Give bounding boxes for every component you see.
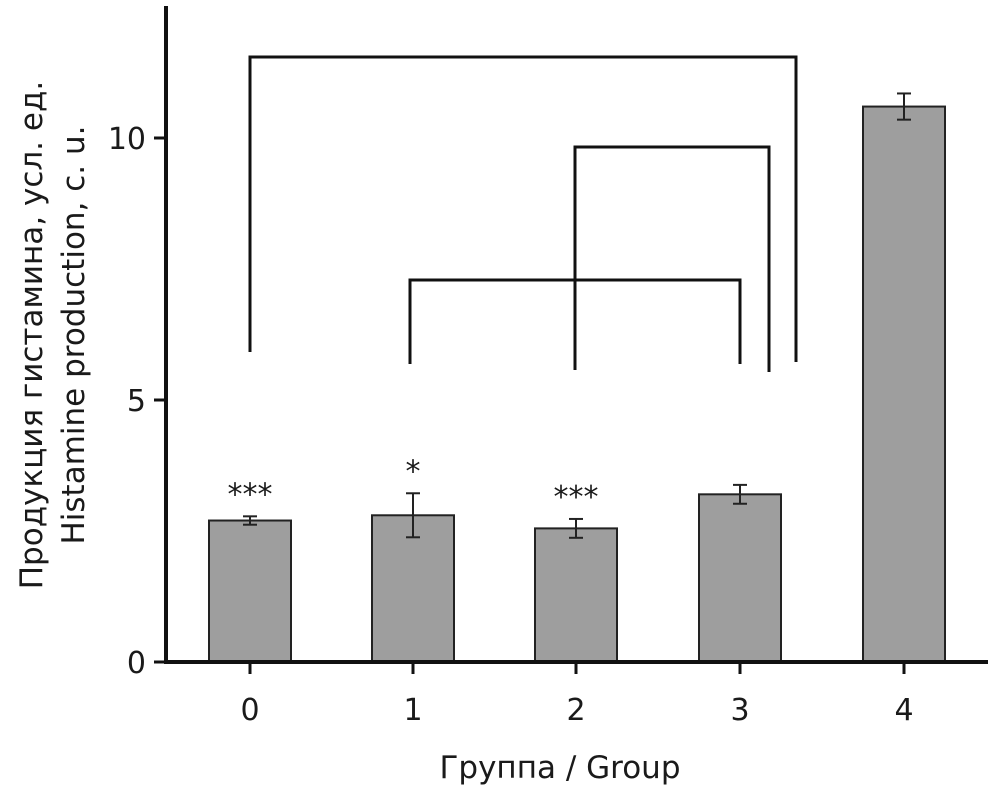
y-axis-title-en: Histamine production, c. u. [56,125,92,544]
significance-label-1: * [406,454,421,489]
ticks-group: 0 1 2 3 4 0 5 10 [108,122,914,728]
comparison-bracket-0-4 [248,55,798,362]
bar-group-2 [534,527,618,663]
bar-group-0 [208,519,292,664]
bar-group-3 [698,493,782,663]
comparison-bracket-1-3 [408,278,742,364]
error-bar-group-3 [733,483,747,505]
comparison-brackets [248,55,798,372]
error-bar-group-0 [243,515,257,526]
error-bars-group [243,92,911,539]
x-tick-label-0: 0 [240,693,259,728]
significance-label-2: *** [554,480,599,515]
x-tick-label-4: 4 [894,693,913,728]
bar-group-1 [371,514,455,664]
x-axis-title: Группа / Group [440,750,681,786]
x-tick-label-3: 3 [730,693,749,728]
y-axis-title-ru: Продукция гистамина, усл. ед. [14,81,50,590]
x-tick-label-1: 1 [403,693,422,728]
bar-group-4 [862,105,946,663]
error-bar-group-1 [406,492,420,539]
comparison-bracket-2-4 [573,145,771,372]
significance-label-0: *** [228,477,273,512]
error-bar-group-4 [897,92,911,121]
y-tick-label-0: 0 [127,646,146,681]
y-tick-label-5: 5 [127,384,146,419]
error-bar-group-2 [569,517,583,539]
significance-labels-group: ******* [228,454,599,515]
y-tick-label-10: 10 [108,122,146,157]
x-tick-label-2: 2 [566,693,585,728]
bars-group [208,105,946,664]
